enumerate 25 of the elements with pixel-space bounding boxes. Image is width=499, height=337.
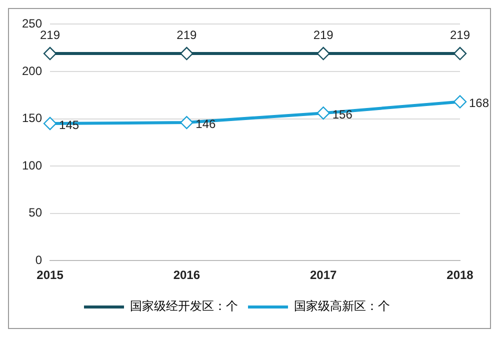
data-label: 219	[450, 28, 470, 42]
point	[316, 106, 330, 120]
y-tick-label: 200	[22, 64, 42, 78]
data-label: 219	[176, 28, 198, 42]
y-tick-label: 0	[35, 252, 42, 267]
x-tick-label: 2016	[173, 268, 200, 282]
x-tick-label: 2015	[36, 268, 64, 282]
point	[316, 46, 330, 60]
point	[453, 95, 467, 108]
data-label: 168	[469, 96, 490, 110]
legend-label: 国家级高新区：个	[294, 299, 390, 314]
point	[180, 46, 194, 60]
y-tick-label: 250	[22, 16, 42, 31]
point	[453, 46, 467, 60]
legend-label: 国家级经开发区：个	[130, 299, 238, 314]
point	[43, 46, 57, 60]
data-label: 219	[40, 28, 60, 42]
y-tick-label: 150	[22, 111, 42, 126]
data-label: 219	[313, 28, 334, 42]
x-tick-label: 2018	[446, 268, 474, 282]
y-tick-label: 50	[28, 206, 42, 220]
x-tick-label: 2017	[310, 268, 338, 282]
y-tick-label: 100	[22, 158, 42, 172]
point	[43, 116, 57, 130]
point	[180, 116, 194, 130]
